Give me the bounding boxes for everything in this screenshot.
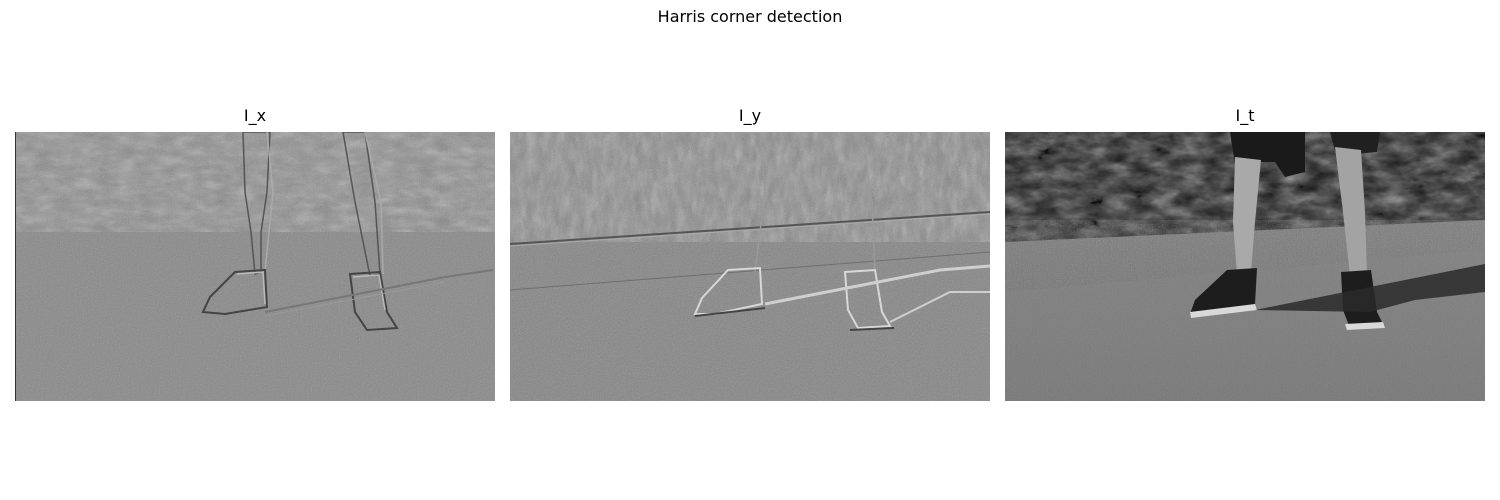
panel-title-it: I_t	[1005, 106, 1485, 126]
image-ix	[15, 132, 495, 401]
panel-title-ix: I_x	[15, 106, 495, 126]
image-iy	[510, 132, 990, 401]
panel-title-iy: I_y	[510, 106, 990, 126]
image-it	[1005, 132, 1485, 401]
figure-title: Harris corner detection	[0, 7, 1500, 27]
